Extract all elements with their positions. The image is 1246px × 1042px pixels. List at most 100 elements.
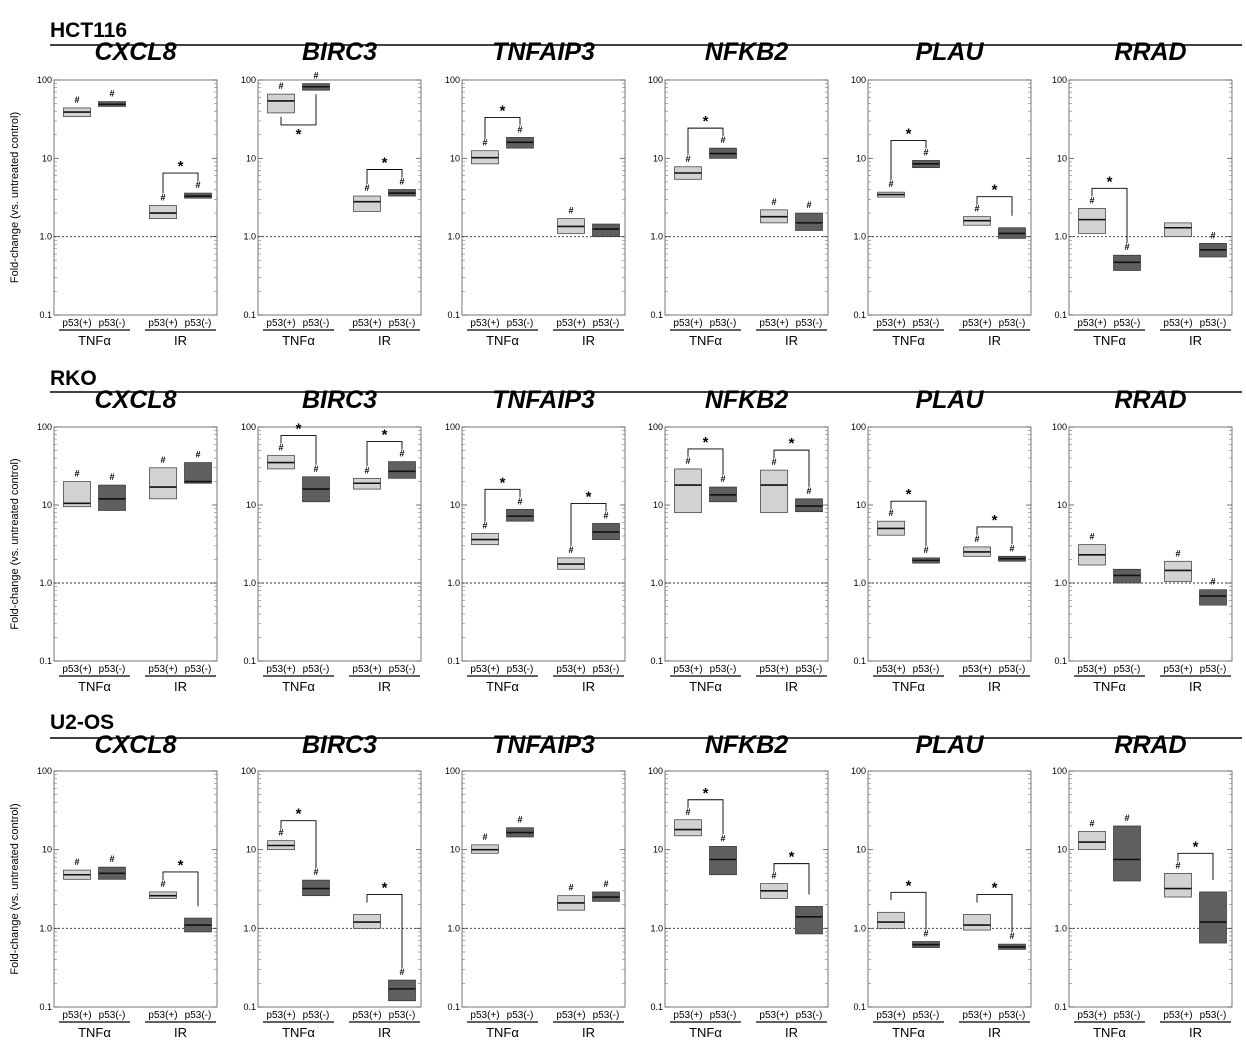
- group-label: TNFα: [486, 1025, 519, 1040]
- group-label: IR: [378, 1025, 391, 1040]
- x-tick-label: p53(+): [962, 318, 991, 329]
- significance-hash: #: [1009, 931, 1014, 941]
- box: [1199, 589, 1227, 606]
- y-tick-label: 100: [1052, 422, 1067, 432]
- group-label: IR: [582, 679, 595, 694]
- significance-hash: #: [603, 510, 608, 520]
- x-tick-label: p53(-): [710, 664, 737, 675]
- significance-bracket: [890, 891, 927, 930]
- significance-bracket: [484, 116, 521, 139]
- significance-star: *: [703, 785, 709, 802]
- significance-star: *: [992, 512, 998, 529]
- significance-hash: #: [888, 508, 893, 518]
- y-axis-label: Fold-change (vs. untreated control): [9, 458, 21, 629]
- gene-title: PLAU: [915, 386, 984, 414]
- x-tick-label: p53(-): [185, 664, 212, 675]
- y-tick-label: 0.1: [447, 656, 460, 666]
- significance-hash: #: [568, 206, 573, 216]
- x-tick-label: p53(+): [1163, 1010, 1192, 1021]
- y-tick-label: 1.0: [1054, 923, 1067, 933]
- x-tick-label: p53(-): [303, 1010, 330, 1021]
- significance-hash: #: [1089, 819, 1094, 829]
- group-label: IR: [1189, 1025, 1202, 1040]
- box: [149, 467, 177, 500]
- y-tick-label: 10: [1057, 153, 1067, 163]
- plot-frame: [257, 770, 422, 1008]
- significance-bracket: [484, 488, 521, 522]
- x-tick-label: p53(+): [148, 1010, 177, 1021]
- significance-hash: #: [313, 71, 318, 81]
- cell-line-title: RKO: [50, 367, 97, 390]
- significance-hash: #: [517, 815, 522, 825]
- significance-hash: #: [685, 154, 690, 164]
- significance-bracket: [280, 94, 317, 126]
- plot-frame: [461, 79, 626, 316]
- significance-bracket: [162, 172, 199, 194]
- y-tick-label: 1.0: [650, 578, 663, 588]
- x-tick-label: p53(+): [759, 1010, 788, 1021]
- box: [760, 469, 788, 513]
- y-tick-label: 100: [37, 766, 52, 776]
- significance-hash: #: [923, 147, 928, 157]
- plot-frame: [867, 79, 1032, 316]
- group-label: IR: [174, 333, 187, 348]
- significance-hash: #: [278, 81, 283, 91]
- group-label: TNFα: [486, 333, 519, 348]
- significance-hash: #: [771, 871, 776, 881]
- x-tick-label: p53(+): [62, 1010, 91, 1021]
- y-tick-label: 1.0: [447, 232, 460, 242]
- significance-hash: #: [685, 456, 690, 466]
- y-tick-label: 10: [246, 845, 256, 855]
- significance-hash: #: [1124, 242, 1129, 252]
- significance-bracket: [687, 127, 724, 155]
- x-tick-label: p53(-): [913, 318, 940, 329]
- x-tick-label: p53(-): [593, 664, 620, 675]
- significance-hash: #: [517, 124, 522, 134]
- plot-frame: [664, 770, 829, 1008]
- cell-line-title: HCT116: [50, 19, 127, 42]
- plot-frame: [461, 770, 626, 1008]
- x-tick-label: p53(+): [759, 664, 788, 675]
- significance-star: *: [906, 486, 912, 503]
- y-tick-label: 1.0: [447, 578, 460, 588]
- x-tick-label: p53(+): [1077, 664, 1106, 675]
- y-axis-label: Fold-change (vs. untreated control): [9, 803, 21, 974]
- box: [877, 911, 905, 929]
- significance-star: *: [178, 857, 184, 874]
- significance-hash: #: [364, 183, 369, 193]
- y-tick-label: 100: [241, 422, 256, 432]
- gene-title: TNFAIP3: [492, 731, 595, 759]
- group-label: TNFα: [892, 1025, 925, 1040]
- group-label: IR: [378, 333, 391, 348]
- significance-star: *: [703, 434, 709, 451]
- group-label: IR: [174, 1025, 187, 1040]
- significance-hash: #: [1210, 577, 1215, 587]
- y-tick-label: 10: [856, 500, 866, 510]
- group-label: IR: [785, 333, 798, 348]
- x-tick-label: p53(+): [759, 318, 788, 329]
- y-tick-label: 100: [648, 766, 663, 776]
- y-tick-label: 100: [241, 75, 256, 85]
- x-tick-label: p53(+): [876, 318, 905, 329]
- y-tick-label: 0.1: [39, 310, 52, 320]
- significance-star: *: [382, 879, 388, 896]
- y-tick-label: 100: [1052, 766, 1067, 776]
- significance-hash: #: [720, 135, 725, 145]
- x-tick-label: p53(+): [1163, 318, 1192, 329]
- significance-hash: #: [1089, 195, 1094, 205]
- group-label: IR: [378, 679, 391, 694]
- group-label: TNFα: [1093, 333, 1126, 348]
- group-label: TNFα: [1093, 679, 1126, 694]
- box: [795, 906, 823, 935]
- x-tick-label: p53(-): [507, 318, 534, 329]
- x-tick-label: p53(+): [148, 318, 177, 329]
- significance-bracket: [366, 894, 403, 969]
- group-label: TNFα: [282, 1025, 315, 1040]
- significance-bracket: [773, 449, 810, 487]
- significance-bracket: [162, 871, 199, 907]
- significance-hash: #: [109, 89, 114, 99]
- significance-star: *: [296, 126, 302, 143]
- x-tick-label: p53(-): [389, 664, 416, 675]
- significance-hash: #: [160, 192, 165, 202]
- x-tick-label: p53(+): [876, 1010, 905, 1021]
